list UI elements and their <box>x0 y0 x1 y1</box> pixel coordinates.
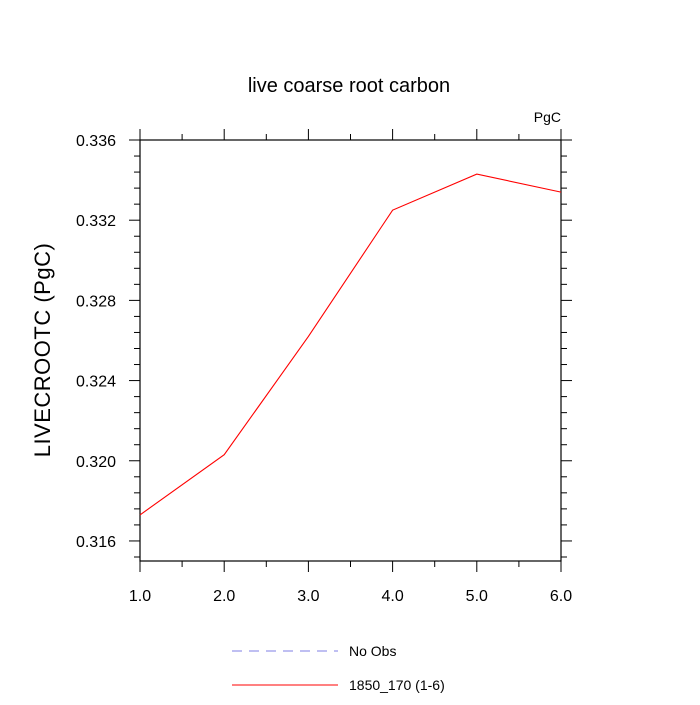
y-tick-label: 0.328 <box>76 293 116 310</box>
x-tick-label: 6.0 <box>550 588 572 605</box>
series-layer <box>140 174 561 515</box>
y-tick-label: 0.320 <box>76 454 116 471</box>
legend-label: No Obs <box>349 643 396 659</box>
x-tick-label: 1.0 <box>129 588 151 605</box>
legend: No Obs 1850_170 (1-6) <box>232 643 445 693</box>
x-tick-label: 4.0 <box>381 588 403 605</box>
legend-label: 1850_170 (1-6) <box>349 677 445 693</box>
y-tick-label: 0.316 <box>76 534 116 551</box>
y-axis-label: LIVECROOTC (PgC) <box>30 243 55 458</box>
plot-frame <box>140 140 561 561</box>
x-tick-label: 2.0 <box>213 588 235 605</box>
units-label: PgC <box>534 109 561 125</box>
series-line <box>140 174 561 515</box>
chart-title: live coarse root carbon <box>248 75 450 97</box>
axes: 0.316 0.320 0.324 0.328 0.332 0.336 1.0 2.0 3.0 4… <box>76 129 572 605</box>
x-tick-label: 5.0 <box>466 588 488 605</box>
y-tick-label: 0.324 <box>76 374 116 391</box>
x-tick-label: 3.0 <box>297 588 319 605</box>
y-tick-label: 0.336 <box>76 133 116 150</box>
y-tick-label: 0.332 <box>76 213 116 230</box>
